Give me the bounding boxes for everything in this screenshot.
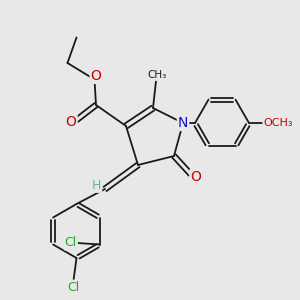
Text: OCH₃: OCH₃ [263,118,293,128]
Text: O: O [66,115,76,128]
Text: O: O [190,170,201,184]
Text: N: N [178,116,188,130]
Text: Cl: Cl [65,236,77,250]
Text: CH₃: CH₃ [148,70,167,80]
Text: H: H [92,179,101,192]
Text: Cl: Cl [68,280,80,294]
Text: O: O [91,69,101,83]
